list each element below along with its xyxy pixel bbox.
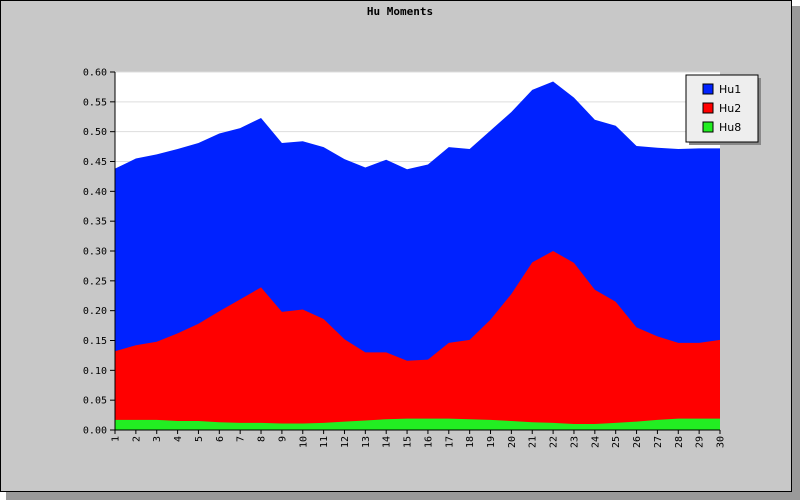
legend-box (685, 74, 759, 143)
y-tick-label: 0.60 (83, 68, 107, 79)
x-tick-label: 26 (632, 436, 643, 448)
x-tick-label: 5 (194, 436, 205, 442)
series-area-hu8 (115, 418, 720, 430)
legend-label: Hu2 (719, 102, 741, 115)
x-tick-label: 29 (695, 436, 706, 448)
y-tick-label: 0.05 (83, 396, 107, 407)
series-areas (115, 81, 720, 431)
x-tick-label: 1 (111, 436, 122, 442)
x-tick-label: 12 (340, 436, 351, 448)
x-tick-label: 20 (507, 436, 518, 448)
x-tick-label: 2 (131, 436, 142, 442)
legend-swatch (702, 121, 714, 133)
x-tick-label: 28 (674, 436, 685, 448)
x-tick-label: 7 (236, 436, 247, 442)
x-tick-label: 9 (277, 436, 288, 442)
legend-swatch (702, 83, 714, 95)
axes: 0.00 0.05 0.10 0.15 0.20 0.25 0.30 0.35 0.40 0.45… (83, 68, 727, 449)
x-tick-label: 11 (319, 436, 330, 448)
y-tick-label: 0.25 (83, 276, 107, 287)
y-tick-label: 0.30 (83, 247, 107, 258)
x-tick-label: 30 (716, 436, 727, 448)
series-area-hu2 (115, 251, 720, 430)
legend-label: Hu1 (719, 83, 741, 96)
legend-label: Hu8 (719, 121, 741, 134)
x-tick-label: 6 (215, 436, 226, 442)
x-tick-label: 22 (549, 436, 560, 448)
x-tick-label: 27 (653, 436, 664, 448)
y-tick-label: 0.50 (83, 127, 107, 138)
y-tick-label: 0.45 (83, 157, 107, 168)
legend: Hu1 Hu2 Hu8 (685, 74, 761, 145)
y-tick-label: 0.35 (83, 217, 107, 228)
x-tick-label: 23 (569, 436, 580, 448)
x-tick-label: 25 (611, 436, 622, 448)
y-tick-label: 0.40 (83, 187, 107, 198)
y-tick-label: 0.10 (83, 366, 107, 377)
x-tick-label: 13 (361, 436, 372, 448)
x-tick-label: 17 (444, 436, 455, 448)
y-tick-label: 0.55 (83, 97, 107, 108)
x-tick-label: 10 (298, 436, 309, 448)
x-tick-label: 14 (382, 436, 393, 448)
y-tick-label: 0.00 (83, 426, 107, 437)
x-tick-label: 15 (403, 436, 414, 448)
x-tick-label: 19 (486, 436, 497, 448)
x-tick-label: 3 (152, 436, 163, 442)
x-tick-label: 24 (590, 436, 601, 448)
x-tick-label: 21 (528, 436, 539, 448)
chart-title: Hu Moments (367, 5, 433, 18)
x-tick-label: 4 (173, 436, 184, 442)
x-tick-label: 16 (423, 436, 434, 448)
y-tick-label: 0.15 (83, 336, 107, 347)
legend-swatch (702, 102, 714, 114)
x-tick-label: 18 (465, 436, 476, 448)
y-tick-label: 0.20 (83, 306, 107, 317)
x-tick-label: 8 (257, 436, 268, 442)
